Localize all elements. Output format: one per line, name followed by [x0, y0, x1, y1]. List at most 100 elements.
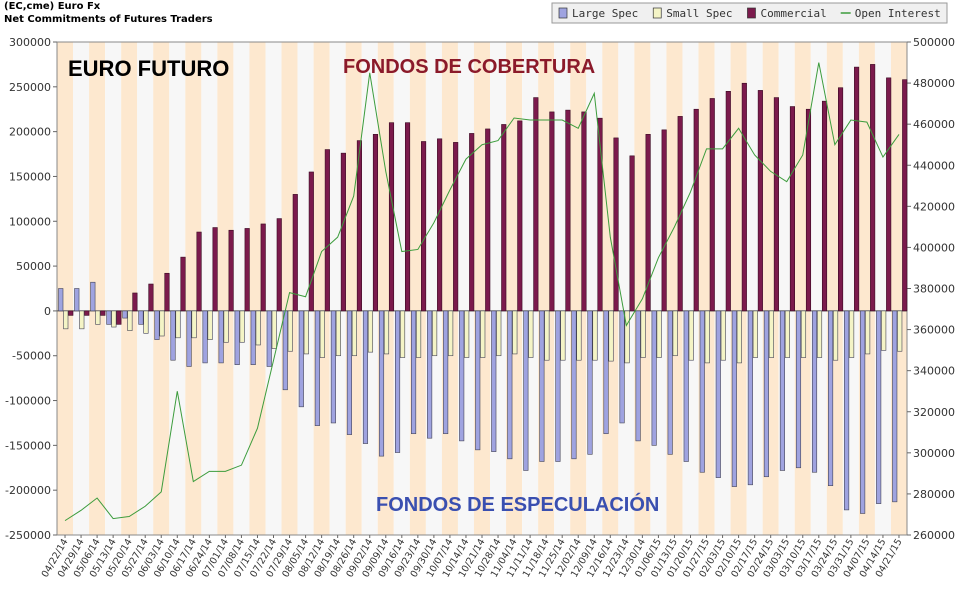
bar — [106, 310, 112, 325]
bar — [378, 310, 385, 457]
bar — [757, 90, 763, 312]
bar — [132, 292, 138, 312]
bar — [828, 310, 834, 486]
stripe — [201, 42, 218, 535]
bar — [196, 231, 202, 312]
chart-title: (EC,cme) Euro Fx — [4, 1, 101, 12]
bar — [154, 310, 160, 340]
bar — [443, 310, 449, 435]
bar — [218, 310, 224, 364]
bar — [180, 256, 186, 312]
y2-tick-label: 360000 — [913, 324, 955, 337]
bar — [95, 310, 101, 325]
bar — [892, 310, 898, 503]
y2-tick-label: 460000 — [913, 118, 955, 131]
bar — [186, 310, 192, 367]
bar — [693, 108, 699, 312]
y-tick-label: 50000 — [16, 260, 51, 273]
bar — [335, 310, 341, 357]
stripe — [57, 42, 74, 535]
bar — [876, 310, 882, 504]
bar — [111, 310, 117, 328]
stripe — [185, 42, 202, 535]
bar — [138, 310, 144, 325]
bar — [731, 310, 737, 487]
bar — [768, 310, 774, 358]
stripe — [281, 42, 298, 535]
bar — [491, 310, 497, 452]
bar — [833, 310, 839, 361]
bar — [549, 111, 555, 312]
bar — [234, 310, 240, 365]
y2-tick-label: 400000 — [913, 241, 955, 254]
bar — [421, 141, 427, 312]
bar — [704, 310, 710, 364]
bar — [651, 310, 657, 446]
y2-tick-label: 480000 — [913, 77, 955, 90]
bar — [404, 122, 411, 312]
bar — [239, 310, 245, 343]
bar — [485, 128, 491, 312]
bar — [555, 310, 561, 462]
bar — [84, 310, 90, 316]
bar — [292, 194, 298, 312]
bar — [148, 283, 154, 312]
bar — [747, 310, 753, 486]
bar — [624, 310, 630, 364]
bar — [507, 310, 513, 460]
bar — [501, 124, 507, 312]
legend-swatch — [652, 7, 662, 19]
bar — [362, 310, 369, 444]
bar — [523, 310, 529, 471]
bar — [533, 97, 539, 312]
bar — [773, 97, 779, 312]
bar — [779, 310, 785, 471]
bar — [453, 142, 459, 312]
legend-label: Large Spec — [572, 7, 638, 20]
legend-swatch — [747, 7, 756, 19]
bar — [122, 310, 128, 319]
bar — [411, 310, 417, 435]
bar — [560, 310, 566, 361]
bar — [464, 310, 470, 358]
bar — [68, 310, 74, 316]
bar — [902, 79, 908, 312]
bar — [356, 140, 362, 312]
legend-label: Open Interest — [855, 7, 941, 20]
y-tick-label: -150000 — [5, 439, 51, 452]
bar — [715, 310, 721, 478]
bar — [720, 310, 726, 361]
bar — [645, 134, 651, 312]
bar — [811, 310, 818, 473]
bar — [63, 310, 69, 330]
bar — [399, 310, 406, 358]
bar — [127, 310, 133, 331]
bar — [207, 310, 213, 340]
bar — [870, 64, 876, 312]
y-tick-label: 150000 — [9, 170, 51, 183]
bar — [303, 310, 309, 355]
y-tick-label: -250000 — [5, 529, 51, 542]
y2-tick-label: 420000 — [913, 200, 955, 213]
stripe — [217, 42, 234, 535]
bar — [308, 171, 314, 312]
bar — [432, 310, 438, 357]
y-tick-label: -100000 — [5, 395, 51, 408]
bar — [661, 129, 667, 312]
y2-tick-label: 340000 — [913, 365, 955, 378]
bar — [752, 310, 758, 358]
bar — [784, 310, 790, 358]
bar — [276, 218, 282, 312]
bar — [886, 77, 892, 312]
bar — [763, 310, 769, 478]
bar — [672, 310, 678, 357]
stripe — [297, 42, 314, 535]
bar — [143, 310, 149, 334]
y2-tick-label: 440000 — [913, 159, 955, 172]
bar — [683, 310, 689, 462]
bar — [459, 310, 465, 442]
bar — [539, 310, 545, 462]
bar — [789, 106, 795, 312]
bar — [849, 310, 855, 358]
